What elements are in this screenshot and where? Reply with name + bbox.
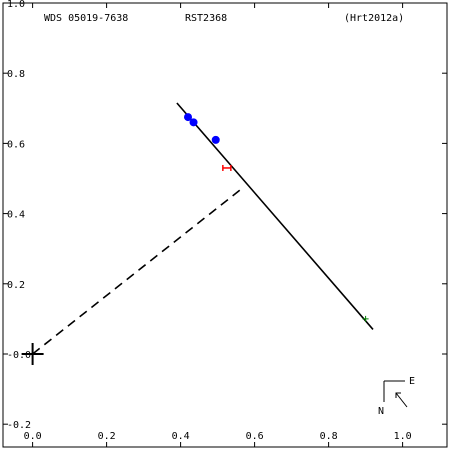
compass-north-label: N — [378, 406, 384, 417]
y-tick-label: 0.2 — [7, 280, 25, 291]
x-tick-label: 0.0 — [24, 431, 42, 442]
orbit-line — [176, 102, 374, 330]
x-tick-label: 0.8 — [320, 431, 338, 442]
observation-point — [184, 113, 192, 122]
data-points — [21, 113, 369, 365]
y-tick-label: 0.8 — [7, 69, 25, 80]
x-tick-label: 0.2 — [98, 431, 116, 442]
compass: E N — [378, 376, 415, 417]
x-tick-label: 0.6 — [246, 431, 264, 442]
header-center: RST2368 — [185, 13, 227, 24]
y-tick-label: -0.2 — [7, 420, 31, 431]
y-tick-label: 1.0 — [7, 0, 25, 10]
compass-east-label: E — [409, 376, 415, 387]
compass-arrowhead-icon — [395, 392, 401, 398]
header-right: (Hrt2012a) — [344, 13, 404, 24]
tick-labels: 0.0 0.2 0.4 0.6 0.8 1.0 -0.2 -0.0 0.2 0.4 0.6 0.8 1.… — [7, 0, 412, 442]
axis-ticks — [3, 2, 447, 447]
x-tick-label: 1.0 — [394, 431, 412, 442]
observation-point — [211, 135, 220, 144]
chart-lines — [32, 102, 374, 355]
x-tick-label: 0.4 — [172, 431, 190, 442]
observation-point — [189, 118, 198, 127]
compass-motion-arrow-icon — [395, 392, 408, 408]
y-tick-label: -0.0 — [7, 350, 31, 361]
y-tick-label: 0.4 — [7, 210, 25, 221]
y-tick-label: 0.6 — [7, 139, 25, 150]
header-left: WDS 05019-7638 — [44, 13, 128, 24]
